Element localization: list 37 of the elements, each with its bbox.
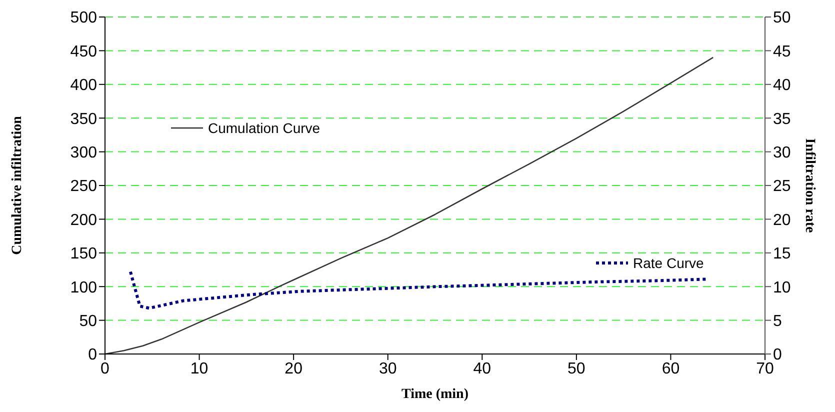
y-tick-label: 450 xyxy=(70,43,98,60)
x-tick-label: 70 xyxy=(756,360,774,378)
y-tick-label: 500 xyxy=(70,10,98,27)
y2-tick-label: 0 xyxy=(773,346,782,364)
y-tick-label: 50 xyxy=(79,312,98,330)
line-series xyxy=(128,270,708,310)
x-axis-title: Time (min) xyxy=(401,387,469,402)
x-tick-label: 10 xyxy=(190,360,208,378)
y2-tick-label: 50 xyxy=(773,10,791,27)
x-tick-label: 30 xyxy=(378,360,397,378)
y-tick-label: 200 xyxy=(70,212,98,229)
y-axis-title: Cumulative infiltration xyxy=(10,116,25,255)
x-tick-label: 0 xyxy=(100,360,110,378)
x-tick-label: 50 xyxy=(568,360,586,378)
y2-tick-label: 25 xyxy=(773,178,791,196)
legend-label: Cumulation Curve xyxy=(208,120,320,136)
y2-tick-label: 5 xyxy=(773,312,782,330)
y-tick-label: 300 xyxy=(70,144,98,162)
line-series xyxy=(105,56,714,354)
x-tick-label: 40 xyxy=(473,360,492,378)
y2-tick-label: 10 xyxy=(773,279,791,296)
y-tick-label: 400 xyxy=(70,77,98,94)
legend-label: Rate Curve xyxy=(633,255,704,271)
y2-tick-label: 15 xyxy=(773,246,791,263)
y2-tick-label: 40 xyxy=(773,77,791,94)
x-tick-label: 20 xyxy=(284,360,303,378)
y2-axis-title: Infiltration rate xyxy=(802,138,818,233)
y-tick-label: 100 xyxy=(70,279,98,296)
x-tick-label: 60 xyxy=(662,360,680,378)
y2-tick-label: 30 xyxy=(773,144,791,162)
y-tick-label: 350 xyxy=(70,110,98,128)
y-tick-label: 0 xyxy=(88,346,98,364)
y2-tick-label: 20 xyxy=(773,212,791,229)
y2-tick-label: 45 xyxy=(773,43,791,60)
y-tick-label: 150 xyxy=(70,246,98,263)
y-tick-label: 250 xyxy=(70,178,98,196)
y2-tick-label: 35 xyxy=(773,110,791,128)
